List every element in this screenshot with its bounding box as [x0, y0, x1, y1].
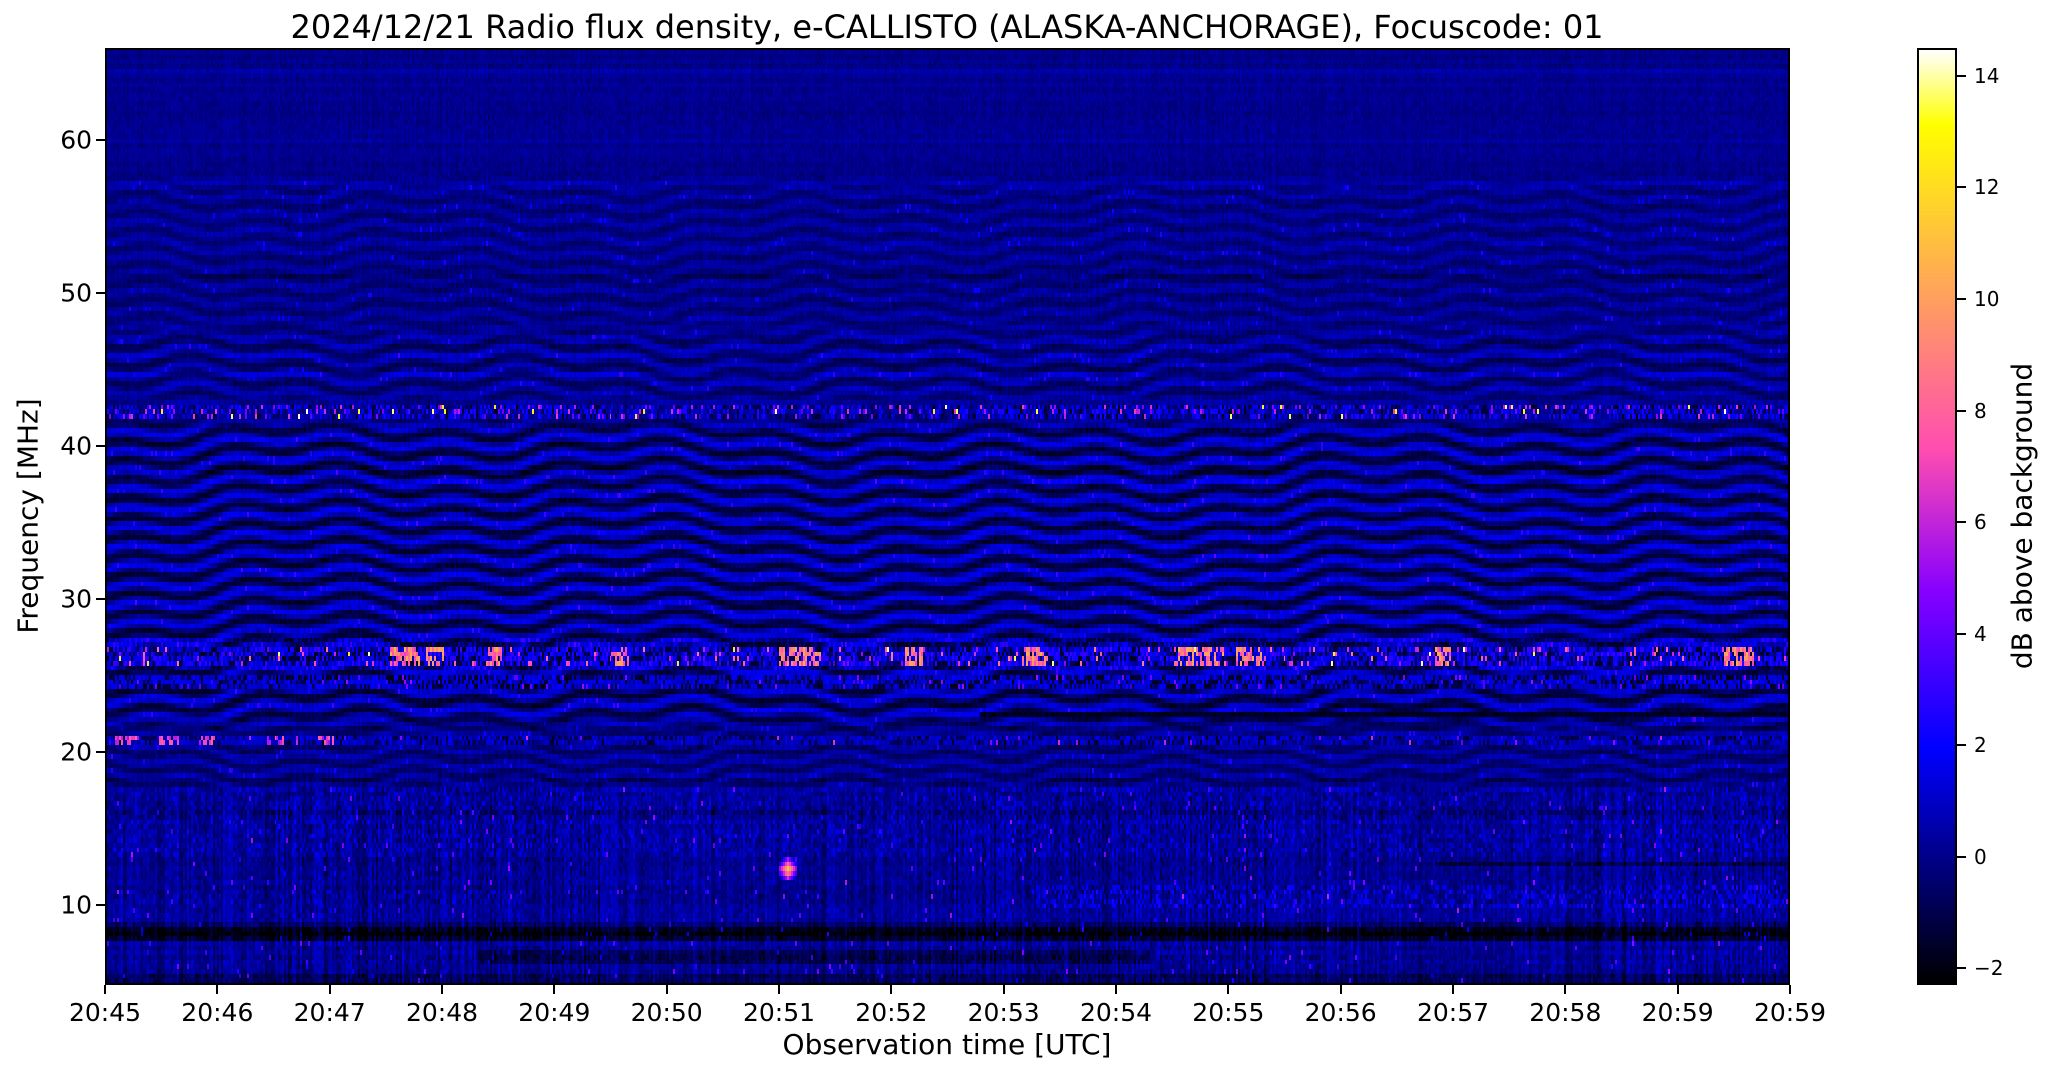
x-tick-label: 20:51 [742, 998, 816, 1027]
x-tick-mark [1227, 985, 1230, 994]
x-tick-mark [216, 985, 219, 994]
colorbar-tick-mark [1957, 521, 1966, 524]
y-tick-label: 50 [60, 278, 92, 308]
x-tick-mark [1002, 985, 1005, 994]
y-tick-label: 40 [60, 431, 92, 461]
colorbar-label: dB above background [2005, 362, 2039, 670]
y-tick-label: 20 [60, 737, 92, 767]
x-tick-mark [553, 985, 556, 994]
colorbar-tick-label: 4 [1974, 621, 1987, 646]
colorbar-tick-mark [1957, 632, 1966, 635]
spectrogram-heatmap [107, 50, 1788, 983]
x-tick-mark [441, 985, 443, 994]
colorbar [1917, 48, 1957, 985]
x-tick-label: 20:50 [630, 998, 703, 1027]
x-tick-label: 20:58 [1529, 998, 1602, 1027]
x-tick-mark [778, 985, 780, 994]
x-tick-mark [1452, 985, 1454, 994]
x-tick-label: 20:48 [405, 998, 479, 1027]
y-tick-mark [96, 904, 105, 907]
colorbar-tick-label: 0 [1974, 844, 1987, 869]
colorbar-tick-mark [1957, 74, 1966, 77]
y-tick-label: 60 [60, 125, 92, 155]
colorbar-tick-label: 2 [1974, 733, 1987, 758]
x-tick-mark [665, 985, 668, 994]
y-tick-mark [96, 291, 105, 294]
x-tick-label: 20:56 [1304, 998, 1377, 1027]
colorbar-tick-label: 10 [1974, 286, 2000, 311]
y-tick-mark [96, 445, 105, 448]
colorbar-gradient [1919, 50, 1955, 983]
x-tick-mark [1789, 985, 1791, 994]
x-tick-label: 20:45 [68, 998, 142, 1027]
x-tick-label: 20:59 [1753, 998, 1827, 1027]
x-tick-label: 20:46 [181, 998, 254, 1027]
colorbar-tick-label: 12 [1974, 175, 2000, 200]
x-tick-mark [1676, 985, 1679, 994]
y-tick-label: 10 [60, 890, 92, 920]
spectrogram-axes [105, 48, 1790, 985]
x-axis-label: Observation time [UTC] [782, 1028, 1112, 1061]
colorbar-tick-mark [1957, 186, 1966, 189]
x-tick-mark [890, 985, 893, 994]
x-tick-label: 20:59 [1641, 998, 1714, 1027]
x-tick-label: 20:49 [518, 998, 591, 1027]
colorbar-tick-mark [1957, 744, 1966, 747]
x-tick-mark [104, 985, 106, 994]
x-tick-label: 20:57 [1416, 998, 1490, 1027]
y-tick-label: 30 [60, 584, 92, 614]
x-tick-label: 20:55 [1192, 998, 1265, 1027]
colorbar-tick-label: 8 [1974, 398, 1987, 423]
colorbar-tick-mark [1957, 967, 1966, 970]
chart-title: 2024/12/21 Radio flux density, e-CALLIST… [290, 8, 1604, 46]
y-tick-mark [96, 138, 105, 141]
colorbar-tick-label: 6 [1974, 510, 1987, 535]
x-tick-label: 20:53 [967, 998, 1040, 1027]
x-tick-mark [1339, 985, 1342, 994]
x-tick-label: 20:54 [1079, 998, 1153, 1027]
y-axis-label: Frequency [MHz] [11, 398, 45, 634]
y-tick-mark [96, 598, 105, 601]
colorbar-tick-mark [1957, 855, 1966, 858]
colorbar-tick-label: −2 [1974, 956, 2004, 981]
x-tick-mark [1564, 985, 1567, 994]
x-tick-mark [1115, 985, 1117, 994]
x-tick-mark [328, 985, 331, 994]
y-tick-mark [96, 751, 105, 754]
x-tick-label: 20:47 [293, 998, 366, 1027]
colorbar-tick-label: 14 [1974, 63, 2000, 88]
colorbar-tick-mark [1957, 297, 1966, 300]
colorbar-tick-mark [1957, 409, 1966, 412]
x-tick-label: 20:52 [855, 998, 928, 1027]
